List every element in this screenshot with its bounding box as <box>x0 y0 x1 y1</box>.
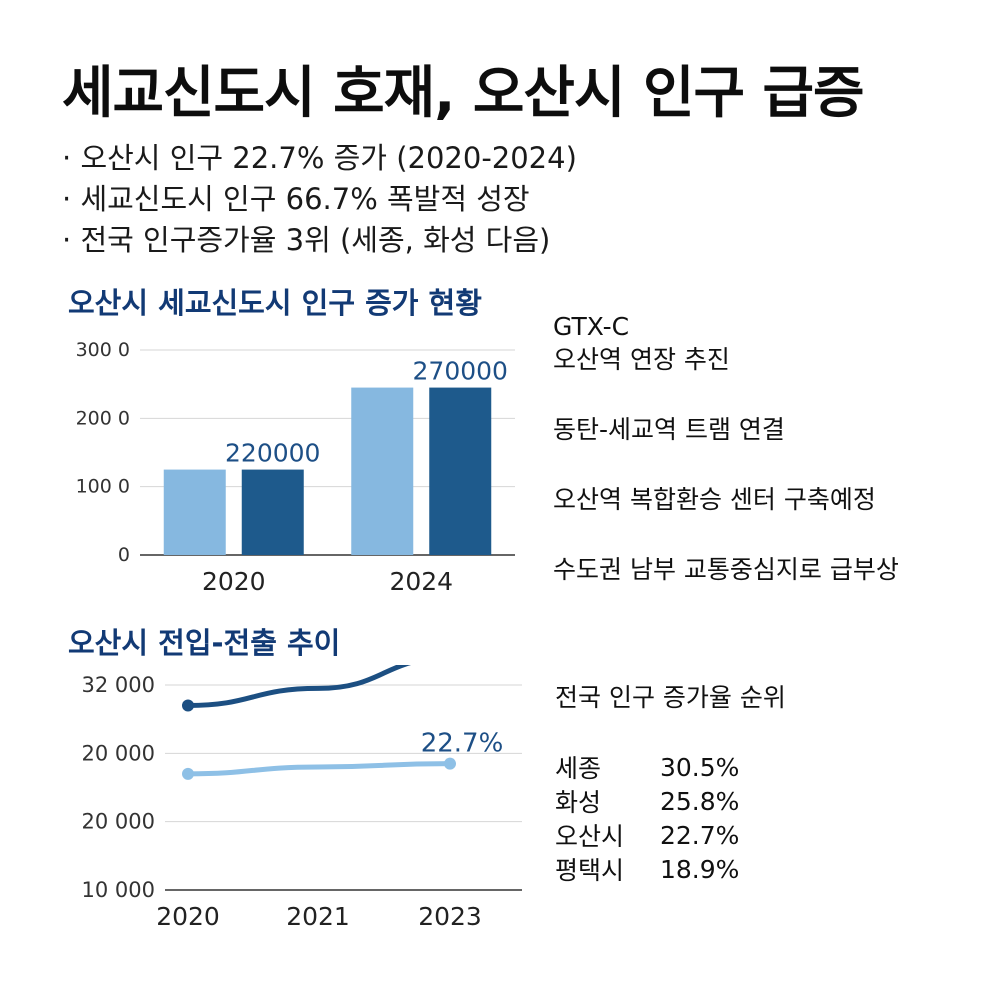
data-label: 22.7% <box>421 729 504 759</box>
ranking-row: 세종 30.5% <box>555 750 739 784</box>
data-point <box>444 757 456 770</box>
data-label: 270000 <box>413 357 508 386</box>
x-tick-label: 2020 <box>156 902 220 931</box>
summary-bullets: 오산시 인구 22.7% 증가 (2020-2024) 세교신도시 인구 66.… <box>62 138 577 261</box>
bar <box>163 469 226 555</box>
data-point <box>182 767 194 780</box>
ranking-rate: 18.9% <box>660 854 740 884</box>
y-tick-label: 0 <box>118 544 130 566</box>
ranking-row: 평택시 18.9% <box>555 852 739 886</box>
bar <box>351 387 414 555</box>
project-item: 오산역 복합환승 센터 구축예정 <box>553 485 876 514</box>
y-tick-label: 32 000 <box>82 673 155 697</box>
bullet-item: 전국 인구증가율 3위 (세종, 화성 다음) <box>62 220 577 261</box>
series-line <box>185 665 412 708</box>
ranking-rate: 25.8% <box>660 786 740 816</box>
project-item: 수도권 남부 교통중심지로 급부상 <box>553 555 899 584</box>
y-tick-label: 300 0 <box>76 339 130 361</box>
bar <box>241 469 304 555</box>
series-line <box>185 761 453 777</box>
bar-chart: 0 100 0 200 0 300 0 2020 220000 2024 270000 <box>76 339 515 596</box>
bullet-item: 오산시 인구 22.7% 증가 (2020-2024) <box>62 138 576 179</box>
y-tick-label: 10 000 <box>82 878 155 902</box>
y-tick-label: 20 000 <box>82 741 155 765</box>
ranking-table: 세종 30.5% 화성 25.8% 오산시 22.7% 평택시 18.9% <box>555 750 739 886</box>
line-chart-title: 오산시 전입-전출 추이 <box>68 626 341 660</box>
x-tick-label: 2021 <box>286 902 350 931</box>
ranking-region: 평택시 <box>555 856 625 885</box>
ranking-region: 오산시 <box>555 822 625 851</box>
data-point <box>182 699 194 712</box>
y-tick-label: 20 000 <box>82 810 155 834</box>
y-tick-label: 100 0 <box>76 476 130 498</box>
ranking-title: 전국 인구 증가율 순위 <box>555 683 786 712</box>
ranking-row: 오산시 22.7% <box>555 818 739 852</box>
bullet-item: 세교신도시 인구 66.7% 폭발적 성장 <box>62 179 577 220</box>
ranking-row: 화성 25.8% <box>555 784 739 818</box>
ranking-rate: 22.7% <box>660 820 740 850</box>
y-tick-label: 200 0 <box>76 407 130 429</box>
page-title: 세교신도시 호재, 오산시 인구 급증 <box>62 61 865 126</box>
ranking-region: 화성 <box>555 788 602 817</box>
x-tick-label: 2023 <box>418 902 482 931</box>
bar-chart-title: 오산시 세교신도시 인구 증가 현황 <box>68 286 482 320</box>
x-tick-label: 2024 <box>389 567 453 596</box>
ranking-rate: 30.5% <box>660 752 740 782</box>
ranking-region: 세종 <box>555 754 602 783</box>
data-label: 220000 <box>225 439 320 468</box>
x-tick-label: 2020 <box>202 567 266 596</box>
project-item: 오산역 연장 추진 <box>553 345 730 374</box>
bar <box>429 387 492 555</box>
project-item: 동탄-세교역 트램 연결 <box>553 415 785 444</box>
project-item: GTX-C <box>553 312 630 341</box>
